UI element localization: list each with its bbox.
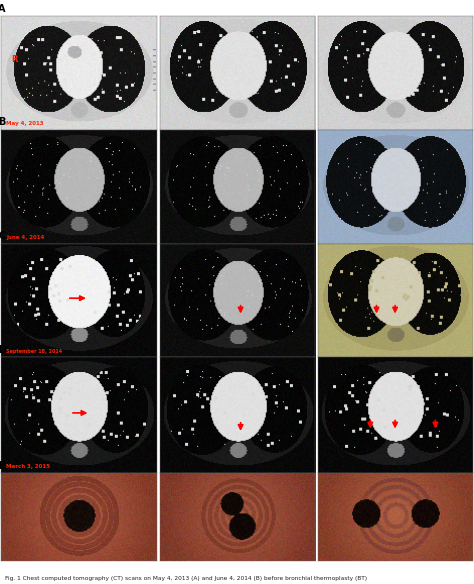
Text: R: R (11, 55, 17, 64)
Text: D: D (0, 345, 6, 355)
Text: May 4, 2013: May 4, 2013 (6, 121, 44, 126)
Text: C: C (0, 231, 6, 241)
Text: A: A (0, 4, 6, 14)
Text: E: E (0, 461, 5, 471)
Text: B: B (0, 117, 6, 127)
Text: September 18, 2014: September 18, 2014 (6, 349, 62, 354)
Text: June 4, 2014: June 4, 2014 (6, 235, 45, 240)
Text: March 3, 2015: March 3, 2015 (6, 464, 50, 470)
Text: Fig. 1 Chest computed tomography (CT) scans on May 4, 2013 (A) and June 4, 2014 : Fig. 1 Chest computed tomography (CT) sc… (5, 576, 367, 581)
